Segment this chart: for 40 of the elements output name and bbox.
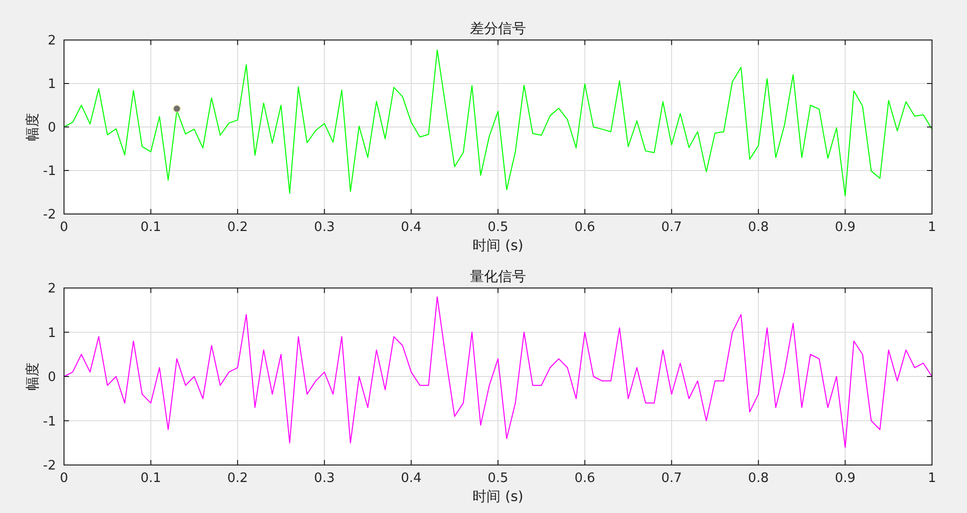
y-tick-label: -1 bbox=[43, 414, 56, 430]
y-tick-label: -2 bbox=[43, 208, 56, 222]
line-series bbox=[64, 296, 932, 448]
chart-title: 量化信号 bbox=[470, 269, 526, 285]
y-axis-title: 幅度 bbox=[25, 362, 41, 390]
y-axis-title: 幅度 bbox=[25, 113, 41, 141]
chart-title: 差分信号 bbox=[470, 21, 526, 37]
y-tick-label: -2 bbox=[43, 458, 56, 474]
x-tick-label: 0.9 bbox=[834, 220, 856, 235]
y-tick-label: -1 bbox=[43, 164, 56, 179]
x-tick-label: 1 bbox=[928, 220, 936, 235]
x-tick-label: 0.2 bbox=[227, 220, 248, 235]
x-tick-label: 0.9 bbox=[834, 471, 856, 486]
x-axis-title: 时间 (s) bbox=[472, 238, 524, 254]
x-tick-label: 0.6 bbox=[574, 220, 596, 235]
x-tick-label: 0.5 bbox=[488, 220, 508, 235]
y-tick-label: 1 bbox=[48, 326, 56, 341]
x-axis-title: 时间 (s) bbox=[472, 489, 524, 505]
x-tick-label: 0 bbox=[60, 220, 68, 235]
line-series bbox=[64, 50, 932, 196]
x-tick-label: 0.7 bbox=[661, 220, 682, 235]
x-tick-label: 0.3 bbox=[314, 471, 335, 486]
x-tick-label: 0.8 bbox=[748, 471, 769, 486]
x-tick-label: 0.8 bbox=[748, 220, 769, 235]
x-tick-label: 0 bbox=[60, 471, 68, 486]
y-tick-label: 0 bbox=[48, 120, 56, 136]
x-tick-label: 0.1 bbox=[140, 220, 162, 235]
x-tick-label: 0.2 bbox=[227, 471, 248, 486]
x-tick-label: 0.6 bbox=[574, 471, 596, 486]
y-tick-label: 2 bbox=[48, 282, 56, 296]
x-tick-label: 0.7 bbox=[661, 471, 682, 486]
y-tick-label: 1 bbox=[48, 77, 56, 92]
y-tick-label: 2 bbox=[48, 34, 56, 48]
x-tick-label: 0.4 bbox=[400, 471, 422, 486]
x-tick-label: 1 bbox=[928, 471, 936, 486]
x-tick-label: 0.1 bbox=[140, 471, 162, 486]
x-tick-label: 0.3 bbox=[314, 220, 335, 235]
x-tick-label: 0.5 bbox=[488, 471, 508, 486]
x-tick-label: 0.4 bbox=[400, 220, 422, 235]
y-tick-label: 0 bbox=[48, 370, 56, 385]
